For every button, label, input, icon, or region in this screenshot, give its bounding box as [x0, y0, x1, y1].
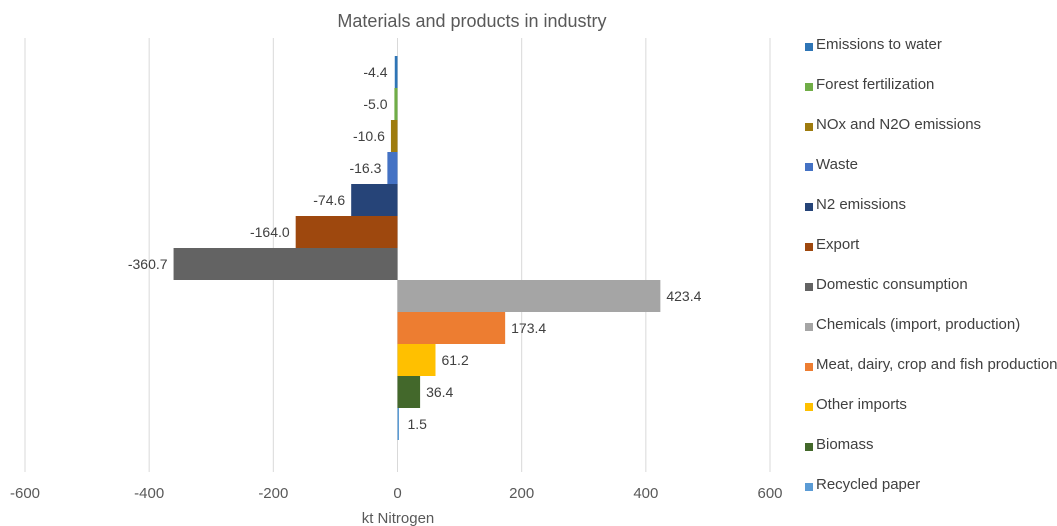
legend-label: NOx and N2O emissions [816, 116, 982, 133]
legend-item: Waste [802, 155, 1052, 195]
legend-swatch [805, 363, 813, 371]
data-label-5: -164.0 [250, 224, 290, 240]
legend-swatch [805, 83, 813, 91]
legend-item: Chemicals (import, production) [802, 315, 1052, 355]
data-label-7: 423.4 [666, 288, 701, 304]
bar-8 [397, 312, 506, 344]
bar-9 [397, 344, 436, 376]
x-axis-title: kt Nitrogen [362, 510, 435, 526]
data-label-8: 173.4 [511, 320, 546, 336]
legend: Emissions to water Forest fertilization NO… [802, 35, 1057, 515]
legend-item: Meat, dairy, crop and fish production [802, 355, 1057, 395]
bar-5 [295, 216, 398, 248]
legend-swatch [805, 483, 813, 491]
legend-swatch [805, 243, 813, 251]
data-label-11: 1.5 [408, 416, 428, 432]
bar-1 [394, 88, 398, 120]
legend-label: Chemicals (import, production) [816, 316, 1021, 333]
legend-label: Forest fertilization [816, 76, 935, 93]
bar-3 [387, 152, 398, 184]
legend-item: Biomass [802, 435, 1052, 475]
legend-label: Domestic consumption [816, 276, 968, 293]
legend-item: Domestic consumption [802, 275, 1052, 315]
data-label-9: 61.2 [441, 352, 468, 368]
data-label-2: -10.6 [353, 128, 385, 144]
legend-swatch [805, 403, 813, 411]
x-tick-label: -200 [258, 485, 288, 502]
bar-7 [397, 280, 661, 312]
legend-item: Recycled paper [802, 475, 1052, 515]
data-label-10: 36.4 [426, 384, 453, 400]
legend-label: Biomass [816, 436, 874, 453]
legend-item: Forest fertilization [802, 75, 1052, 115]
data-label-3: -16.3 [349, 160, 381, 176]
data-labels: -4.4 -5.0 -10.6 -16.3-74.6 -164.0 -360.7 423.4… [128, 64, 702, 432]
legend-swatch [805, 163, 813, 171]
x-tick-label: -400 [134, 485, 164, 502]
legend-swatch [805, 283, 813, 291]
legend-item: Export [802, 235, 1052, 275]
legend-item: NOx and N2O emissions [802, 115, 1052, 155]
x-tick-label: 0 [393, 485, 401, 502]
bar-6 [173, 248, 398, 280]
bar-10 [397, 376, 421, 408]
data-label-1: -5.0 [363, 96, 387, 112]
data-label-6: -360.7 [128, 256, 168, 272]
bars [173, 56, 661, 440]
legend-label: Meat, dairy, crop and fish production [816, 356, 1057, 373]
legend-item: N2 emissions [802, 195, 1052, 235]
legend-label: Other imports [816, 396, 907, 413]
data-label-4: -74.6 [313, 192, 345, 208]
legend-swatch [805, 43, 813, 51]
x-tick-label: 400 [633, 485, 658, 502]
legend-label: Emissions to water [816, 36, 942, 53]
legend-swatch [805, 443, 813, 451]
legend-label: Export [816, 236, 860, 253]
legend-label: N2 emissions [816, 196, 907, 213]
x-tick-label: 200 [509, 485, 534, 502]
data-label-0: -4.4 [363, 64, 387, 80]
x-tick-label: -600 [10, 485, 40, 502]
legend-swatch [805, 203, 813, 211]
bar-2 [390, 120, 398, 152]
legend-swatch [805, 323, 813, 331]
x-tick-label: 600 [757, 485, 782, 502]
legend-label: Recycled paper [816, 476, 921, 493]
x-axis: -600 -400 -200 0 200 400 600 [10, 485, 783, 502]
chart-title: Materials and products in industry [337, 11, 606, 31]
bar-11 [397, 408, 399, 440]
legend-swatch [805, 123, 813, 131]
legend-label: Waste [816, 156, 858, 173]
bar-0 [394, 56, 398, 88]
legend-item: Emissions to water [802, 35, 1052, 75]
bar-4 [351, 184, 398, 216]
legend-item: Other imports [802, 395, 1052, 435]
